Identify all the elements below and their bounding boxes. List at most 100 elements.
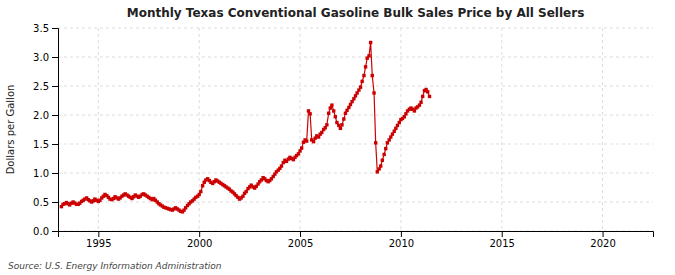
tick-label: 3.5	[33, 23, 49, 34]
tick-label: 2020	[590, 238, 615, 249]
axis-line	[52, 29, 59, 232]
marker	[330, 103, 333, 106]
grid-line-x	[300, 28, 301, 231]
marker	[342, 117, 345, 120]
marker	[350, 100, 353, 103]
tick: 2.5	[33, 81, 58, 92]
marker	[324, 126, 327, 129]
marker	[357, 88, 360, 91]
marker	[389, 135, 392, 138]
tick: 3.0	[33, 52, 58, 63]
tick-label: 2.5	[33, 81, 49, 92]
y-axis: 0.00.51.01.52.02.53.03.5	[33, 23, 58, 237]
tick: 1995	[86, 231, 111, 249]
tick-label: 0.5	[33, 197, 49, 208]
marker	[371, 74, 374, 77]
marker	[352, 97, 355, 100]
marker	[391, 132, 394, 135]
grid-line-y	[58, 202, 653, 203]
marker	[280, 164, 283, 167]
tick-mark	[98, 231, 99, 237]
grid	[58, 28, 653, 231]
tick-label: 2005	[288, 238, 313, 249]
plot-area: 1995200020052010201520200.00.51.01.52.02…	[33, 23, 653, 249]
marker	[393, 130, 396, 133]
marker	[404, 112, 407, 115]
marker	[334, 115, 337, 118]
marker	[355, 91, 358, 94]
tick: 0.0	[33, 226, 58, 237]
marker	[335, 121, 338, 124]
marker	[317, 135, 320, 138]
grid-line-y	[58, 115, 653, 116]
marker	[382, 153, 385, 156]
marker	[298, 149, 301, 152]
tick-label: 1.5	[33, 139, 49, 150]
annotation: Source: U.S. Energy Information Administ…	[8, 261, 222, 271]
tick-mark	[52, 115, 58, 116]
marker	[347, 106, 350, 109]
x-axis: 1995 2000 2005 2010 2015 2020	[59, 231, 654, 249]
tick-label: 3.0	[33, 52, 49, 63]
tick-mark	[52, 231, 58, 232]
marker	[384, 147, 387, 150]
marker	[362, 74, 365, 77]
marker	[320, 131, 323, 134]
marker	[394, 127, 397, 130]
tick: 2010	[389, 231, 414, 249]
marker	[376, 170, 379, 173]
tick-mark	[401, 231, 402, 237]
marker	[413, 109, 416, 112]
marker	[374, 141, 377, 144]
marker	[396, 124, 399, 127]
marker	[307, 109, 310, 112]
marker	[244, 190, 247, 193]
tick: 3.5	[33, 23, 58, 34]
grid-line-x	[501, 28, 502, 231]
marker	[428, 95, 431, 98]
chart: 1995200020052010201520200.00.51.01.52.02…	[0, 0, 675, 275]
marker	[241, 195, 244, 198]
tick-mark	[52, 86, 58, 87]
marker	[305, 139, 308, 142]
marker	[327, 112, 330, 115]
tick-label: 1995	[86, 238, 111, 249]
marker	[197, 193, 200, 196]
marker	[381, 159, 384, 162]
marker	[337, 124, 340, 127]
marker	[199, 190, 202, 193]
marker	[360, 80, 363, 83]
tick-mark	[52, 28, 58, 29]
marker	[339, 127, 342, 130]
grid-line-x	[400, 28, 401, 231]
marker	[369, 41, 372, 44]
marker	[398, 121, 401, 124]
marker	[325, 123, 328, 126]
marker	[387, 138, 390, 141]
y-axis-label: Dollars per Gallon	[5, 85, 16, 175]
tick: 2.0	[33, 110, 58, 121]
grid-line-x	[602, 28, 603, 231]
marker	[329, 106, 332, 109]
tick: 2015	[490, 231, 515, 249]
marker	[364, 65, 367, 68]
tick: 2020	[590, 231, 615, 249]
tick-mark	[52, 173, 58, 174]
tick-mark	[300, 231, 301, 237]
grid-line-y	[58, 57, 653, 58]
tick-label: 2015	[490, 238, 515, 249]
title: Monthly Texas Conventional Gasoline Bulk…	[127, 6, 585, 20]
tick-label: 2.0	[33, 110, 49, 121]
tick-label: 2010	[389, 238, 414, 249]
tick: 0.5	[33, 197, 58, 208]
tick: 1.5	[33, 139, 58, 150]
grid-line-y	[58, 28, 653, 29]
marker	[367, 54, 370, 57]
tick-label: 0.0	[33, 226, 49, 237]
marker	[312, 140, 315, 143]
marker	[340, 123, 343, 126]
tick-mark	[52, 202, 58, 203]
marker	[308, 112, 311, 115]
grid-line-y	[58, 86, 653, 87]
tick: 2000	[187, 231, 212, 249]
